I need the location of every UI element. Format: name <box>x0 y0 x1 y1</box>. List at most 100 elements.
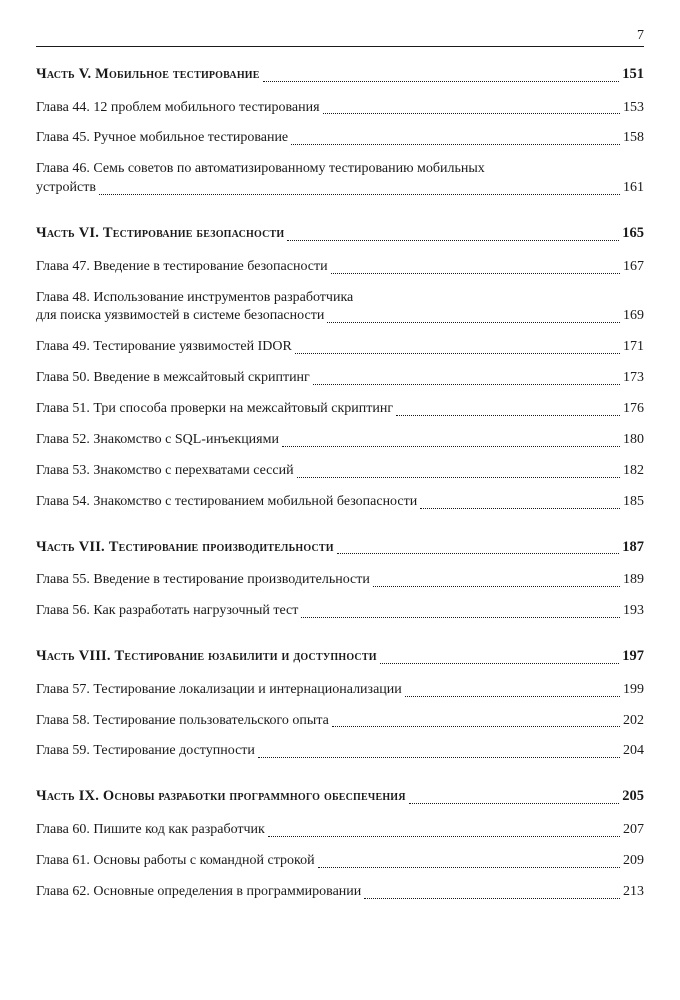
toc-leader-dots <box>268 836 620 837</box>
toc-part-label: Часть IX. Основы разработки программного… <box>36 787 406 807</box>
toc-section: Часть VI. Тестирование безопасности 165 Гл… <box>36 224 644 512</box>
toc-chapter-row: Глава 52. Знакомство с SQL-инъекциями180 <box>36 431 644 450</box>
header-rule <box>36 46 644 47</box>
toc-chapter-label: Глава 54. Знакомство с тестированием моб… <box>36 493 417 512</box>
toc-leader-dots <box>301 617 620 618</box>
toc-chapter-row: Глава 53. Знакомство с перехватами сесси… <box>36 462 644 481</box>
toc-chapter-label: Глава 50. Введение в межсайтовый скрипти… <box>36 369 310 388</box>
toc-leader-dots <box>263 81 620 82</box>
toc-part-prefix: Часть VI. <box>36 225 103 241</box>
toc-part-prefix: Часть VIII. <box>36 648 115 664</box>
toc-leader-dots <box>323 113 620 114</box>
toc-part-title: Мобильное тестирование <box>95 66 260 82</box>
toc-chapter-page: 204 <box>623 742 644 761</box>
toc-part-title: Тестирование юзабилити и доступности <box>115 648 377 664</box>
toc-part-page: 197 <box>622 647 644 667</box>
toc-leader-dots <box>313 384 620 385</box>
toc-chapter-label: Глава 58. Тестирование пользовательского… <box>36 712 329 731</box>
toc-chapter-page: 207 <box>623 821 644 840</box>
toc-chapter-label: Глава 51. Три способа проверки на межсай… <box>36 400 393 419</box>
toc-chapter-label: Глава 57. Тестирование локализации и инт… <box>36 681 402 700</box>
toc-chapter-page: 180 <box>623 431 644 450</box>
page-number-row: 7 <box>36 28 644 44</box>
toc-chapter-label: Глава 61. Основы работы с командной стро… <box>36 852 315 871</box>
toc-chapter-label-line: Глава 46. Семь советов по автоматизирова… <box>36 160 644 179</box>
toc-chapter-row: Глава 54. Знакомство с тестированием моб… <box>36 493 644 512</box>
toc-chapter-page: 169 <box>623 307 644 326</box>
toc-body: Часть V. Мобильное тестирование 151 Глава … <box>36 65 644 902</box>
toc-leader-dots <box>373 586 620 587</box>
toc-page: 7 Часть V. Мобильное тестирование 151 Глав… <box>0 0 680 1000</box>
toc-leader-dots <box>282 446 620 447</box>
toc-chapter-page: 182 <box>623 462 644 481</box>
toc-chapter-page: 202 <box>623 712 644 731</box>
toc-chapter-page: 185 <box>623 493 644 512</box>
toc-part-row: Часть VIII. Тестирование юзабилити и дос… <box>36 647 644 667</box>
toc-chapter-row: Глава 50. Введение в межсайтовый скрипти… <box>36 369 644 388</box>
toc-chapter-page: 209 <box>623 852 644 871</box>
toc-part-prefix: Часть V. <box>36 66 95 82</box>
toc-chapter-label: Глава 53. Знакомство с перехватами сесси… <box>36 462 294 481</box>
toc-chapter-row: Глава 55. Введение в тестирование произв… <box>36 571 644 590</box>
toc-chapter-page: 173 <box>623 369 644 388</box>
toc-leader-dots <box>364 898 620 899</box>
toc-section: Часть VIII. Тестирование юзабилити и дос… <box>36 647 644 761</box>
toc-leader-dots <box>405 696 620 697</box>
toc-part-page: 151 <box>622 65 644 85</box>
toc-leader-dots <box>337 553 620 554</box>
toc-chapter-page: 189 <box>623 571 644 590</box>
toc-part-row: Часть IX. Основы разработки программного… <box>36 787 644 807</box>
toc-chapter-label-line: Глава 48. Использование инструментов раз… <box>36 289 644 308</box>
toc-leader-dots <box>331 273 620 274</box>
toc-part-row: Часть V. Мобильное тестирование 151 <box>36 65 644 85</box>
toc-leader-dots <box>295 353 620 354</box>
toc-chapter-row: Глава 62. Основные определения в програм… <box>36 883 644 902</box>
toc-section: Часть V. Мобильное тестирование 151 Глава … <box>36 65 644 198</box>
toc-chapter-last-line: устройств161 <box>36 179 644 198</box>
toc-chapter-row: Глава 48. Использование инструментов раз… <box>36 289 644 327</box>
toc-chapter-label: Глава 49. Тестирование уязвимостей IDOR <box>36 338 292 357</box>
page-number: 7 <box>637 28 644 44</box>
toc-chapter-label: Глава 44. 12 проблем мобильного тестиров… <box>36 99 320 118</box>
toc-section: Часть VII. Тестирование производительнос… <box>36 538 644 621</box>
toc-section: Часть IX. Основы разработки программного… <box>36 787 644 901</box>
toc-chapter-label: Глава 55. Введение в тестирование произв… <box>36 571 370 590</box>
toc-part-page: 205 <box>622 787 644 807</box>
toc-part-label: Часть VI. Тестирование безопасности <box>36 224 284 244</box>
toc-chapter-multiline: Глава 48. Использование инструментов раз… <box>36 289 644 327</box>
toc-chapter-row: Глава 51. Три способа проверки на межсай… <box>36 400 644 419</box>
toc-chapter-page: 167 <box>623 258 644 277</box>
toc-chapter-page: 176 <box>623 400 644 419</box>
toc-chapter-label: Глава 62. Основные определения в програм… <box>36 883 361 902</box>
toc-part-row: Часть VII. Тестирование производительнос… <box>36 538 644 558</box>
toc-leader-dots <box>332 726 620 727</box>
toc-part-row: Часть VI. Тестирование безопасности 165 <box>36 224 644 244</box>
toc-chapter-last-line: для поиска уязвимостей в системе безопас… <box>36 307 644 326</box>
toc-chapter-page: 171 <box>623 338 644 357</box>
toc-part-page: 187 <box>622 538 644 558</box>
toc-chapter-label-line: для поиска уязвимостей в системе безопас… <box>36 307 324 326</box>
toc-chapter-page: 193 <box>623 602 644 621</box>
toc-part-prefix: Часть IX. <box>36 788 103 804</box>
toc-chapter-row: Глава 57. Тестирование локализации и инт… <box>36 681 644 700</box>
toc-part-label: Часть V. Мобильное тестирование <box>36 65 260 85</box>
toc-chapter-row: Глава 47. Введение в тестирование безопа… <box>36 258 644 277</box>
toc-chapter-row: Глава 56. Как разработать нагрузочный те… <box>36 602 644 621</box>
toc-leader-dots <box>297 477 620 478</box>
toc-chapter-label: Глава 56. Как разработать нагрузочный те… <box>36 602 298 621</box>
toc-chapter-label: Глава 59. Тестирование доступности <box>36 742 255 761</box>
toc-part-label: Часть VIII. Тестирование юзабилити и дос… <box>36 647 377 667</box>
toc-chapter-label-line: устройств <box>36 179 96 198</box>
toc-part-page: 165 <box>622 224 644 244</box>
toc-chapter-page: 153 <box>623 99 644 118</box>
toc-leader-dots <box>258 757 620 758</box>
toc-chapter-row: Глава 44. 12 проблем мобильного тестиров… <box>36 99 644 118</box>
toc-leader-dots <box>291 144 620 145</box>
toc-chapter-row: Глава 58. Тестирование пользовательского… <box>36 712 644 731</box>
toc-chapter-row: Глава 59. Тестирование доступности 204 <box>36 742 644 761</box>
toc-chapter-multiline: Глава 46. Семь советов по автоматизирова… <box>36 160 644 198</box>
toc-chapter-label: Глава 60. Пишите код как разработчик <box>36 821 265 840</box>
toc-chapter-page: 158 <box>623 129 644 148</box>
toc-chapter-row: Глава 45. Ручное мобильное тестирование1… <box>36 129 644 148</box>
toc-leader-dots <box>420 508 620 509</box>
